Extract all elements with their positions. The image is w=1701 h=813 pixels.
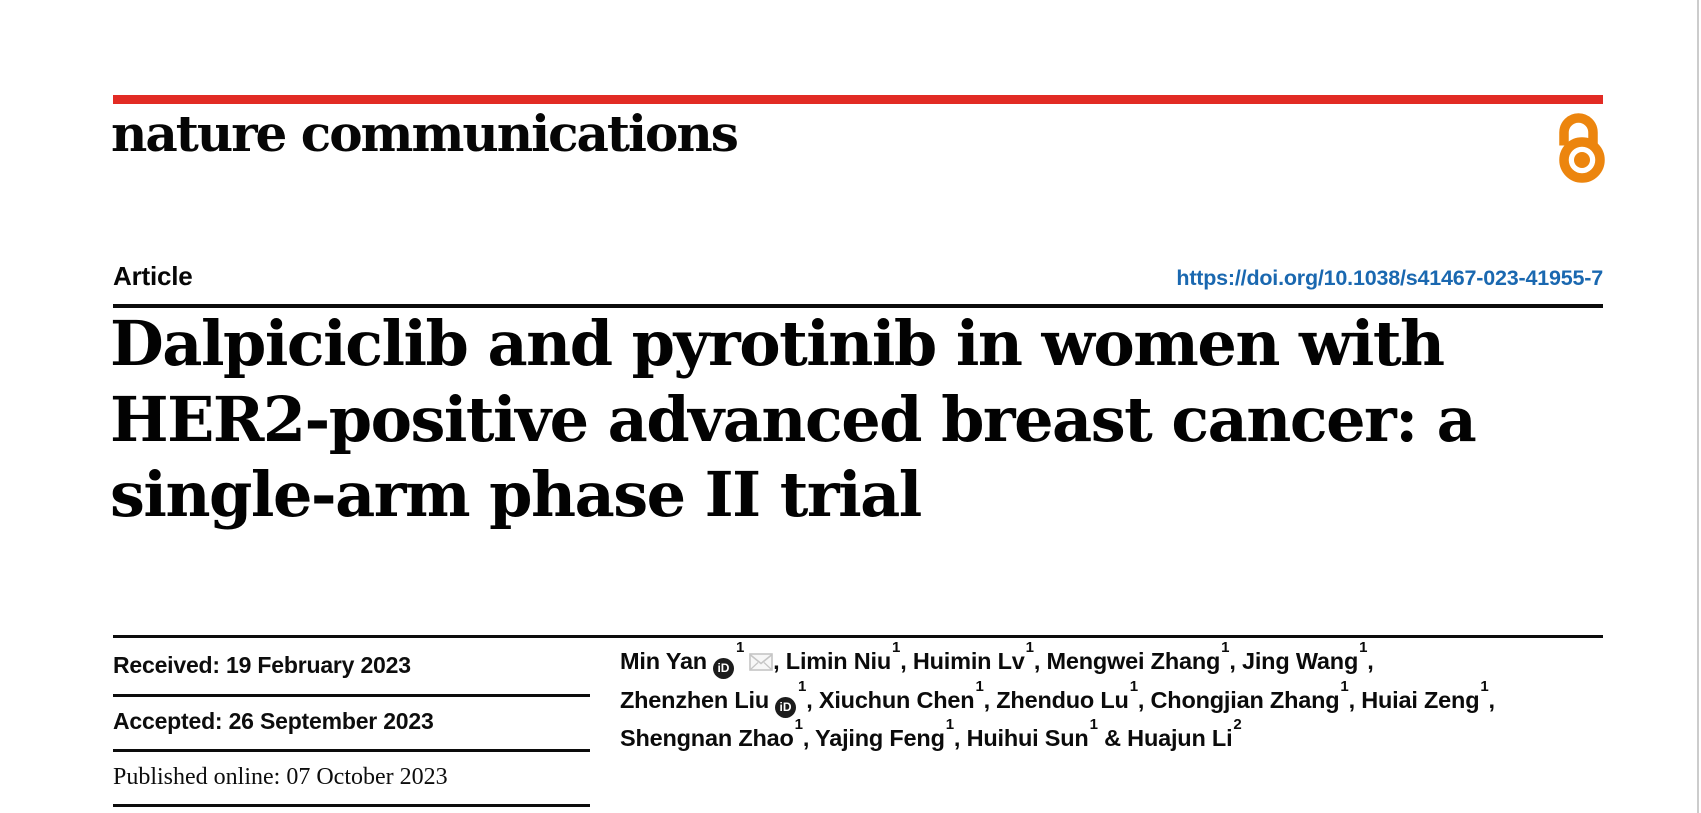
history-rule-2 (113, 749, 590, 752)
paper-title: Dalpiciclib and pyrotinib in women with … (110, 306, 1610, 533)
article-divider-rule (113, 304, 1603, 308)
author-name: Jing Wang (1241, 648, 1359, 674)
author-name: Zhenduo Lu (996, 686, 1129, 713)
affiliation-superscript: 1 (1089, 716, 1098, 734)
doi-link[interactable]: https://doi.org/10.1038/s41467-023-41955… (1176, 266, 1603, 290)
affiliation-superscript: 1 (735, 639, 745, 657)
author-name: Zhenzhen Liu (620, 686, 770, 713)
affiliation-superscript: 1 (1359, 639, 1368, 657)
history-rule-3 (113, 804, 590, 807)
received-date: Received: 19 February 2023 (113, 652, 411, 678)
author-name: Limin Niu (785, 648, 892, 674)
paper-title-line-1: Dalpiciclib and pyrotinib in women with (110, 307, 1445, 380)
open-access-icon (1556, 112, 1606, 183)
affiliation-superscript: 1 (1025, 639, 1034, 657)
affiliation-superscript: 1 (1340, 677, 1349, 695)
affiliation-superscript: 1 (892, 639, 901, 657)
affiliation-superscript: 1 (794, 716, 803, 734)
affiliation-superscript: 1 (1480, 677, 1489, 695)
author-name: Xiuchun Chen (818, 686, 975, 713)
orcid-icon[interactable]: iD (712, 658, 734, 679)
author-name: Yajing Feng (815, 725, 945, 751)
affiliation-superscript: 1 (975, 677, 984, 695)
author-name: Huiai Zeng (1361, 686, 1480, 713)
affiliation-superscript: 2 (1233, 716, 1242, 734)
affiliation-superscript: 1 (1221, 639, 1230, 657)
affiliation-superscript: 1 (945, 716, 954, 734)
article-header-row: Article https://doi.org/10.1038/s41467-0… (113, 261, 1603, 292)
history-top-rule (113, 635, 1603, 638)
author-name: Mengwei Zhang (1046, 648, 1221, 674)
paper-title-line-2: HER2-positive advanced breast cancer: a (110, 382, 1477, 456)
affiliation-superscript: 1 (798, 677, 807, 695)
author-name: Chongjian Zhang (1150, 686, 1340, 713)
author-line: Zhenzhen Liu iD1, Xiuchun Chen1, Zhenduo … (620, 677, 1620, 720)
author-lines: Min Yan iD1, Limin Niu1, Huimin Lv1, Meng… (620, 639, 1620, 758)
article-type-label: Article (113, 261, 193, 291)
email-icon[interactable] (749, 653, 773, 671)
paper-title-line-3: single-arm phase II trial (110, 458, 922, 531)
author-name: Min Yan (620, 648, 707, 674)
page-right-edge (1697, 0, 1699, 813)
orcid-icon[interactable]: iD (775, 696, 797, 718)
author-line: Shengnan Zhao1, Yajing Feng1, Huihui Sun… (620, 716, 1242, 751)
author-name: Shengnan Zhao (620, 725, 794, 751)
journal-logo: nature communications (111, 104, 739, 163)
accepted-date: Accepted: 26 September 2023 (113, 708, 434, 734)
author-name: Huimin Lv (912, 648, 1025, 674)
brand-red-bar (113, 95, 1603, 104)
affiliation-superscript: 1 (1129, 677, 1138, 695)
published-date: Published online: 07 October 2023 (113, 764, 448, 790)
history-rule-1 (113, 694, 590, 697)
author-name: Huajun Li (1127, 725, 1233, 751)
author-name: Huihui Sun (966, 725, 1089, 751)
author-line: Min Yan iD1, Limin Niu1, Huimin Lv1, Meng… (620, 639, 1620, 681)
